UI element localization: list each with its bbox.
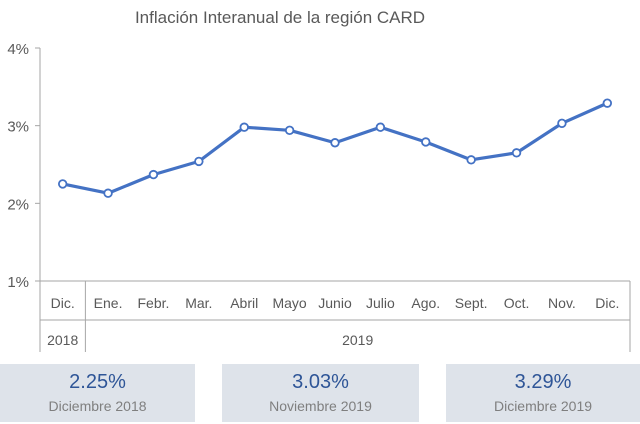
y-tick-label: 4% [7,41,29,58]
data-point [239,122,249,132]
x-tick-label: Ene. [94,295,123,311]
summary-card-nov-2019: 3.03% Noviembre 2019 [222,364,419,422]
x-tick-label: Junio [318,295,352,311]
data-point [557,118,567,129]
data-point [103,188,113,198]
card-label: Diciembre 2019 [493,398,593,414]
data-point [602,98,613,108]
y-axis: 1% 2% 3% 4% [7,41,41,291]
data-point [284,125,295,136]
x-axis: Dic. Ene. Febr. Mar. Abril Mayo Junio Julio Ago.… [39,280,631,352]
series-line [62,101,608,195]
x-tick-label: Dic. [51,295,75,311]
x-tick-label: Mar. [185,295,212,311]
x-tick-label: Abril [230,295,258,311]
data-point [511,148,522,158]
card-label: Diciembre 2018 [48,398,147,414]
x-group-label: 2019 [342,332,373,348]
card-value: 2.25% [69,371,126,393]
y-tick-label: 2% [7,196,29,213]
data-point [57,179,68,189]
x-tick-label: Mayo [272,295,306,311]
x-tick-label: Julio [366,295,395,311]
summary-card-dec-2018: 2.25% Diciembre 2018 [0,364,195,422]
summary-card-dec-2019: 3.29% Diciembre 2019 [446,364,640,422]
card-label: Noviembre 2019 [269,398,372,414]
data-point [148,169,159,180]
x-tick-label: Oct. [504,295,530,311]
card-value: 3.29% [514,371,572,393]
series-group [57,98,613,198]
data-point [421,137,431,147]
card-value: 3.03% [292,371,349,393]
inflation-chart: Inflación Interanual de la región CARD 1… [7,8,631,352]
chart-title: Inflación Interanual de la región CARD [135,8,425,27]
x-tick-label: Dic. [595,295,619,311]
x-tick-label: Sept. [455,295,488,311]
data-point [330,138,340,148]
x-tick-label: Febr. [138,295,170,311]
data-point [194,156,204,167]
x-tick-label: Nov. [548,295,576,311]
x-group-label: 2018 [47,332,78,348]
x-tick-label: Ago. [411,295,440,311]
y-tick-label: 3% [7,119,29,136]
y-tick-label: 1% [7,274,29,291]
data-point [466,155,476,165]
data-point [375,122,386,132]
